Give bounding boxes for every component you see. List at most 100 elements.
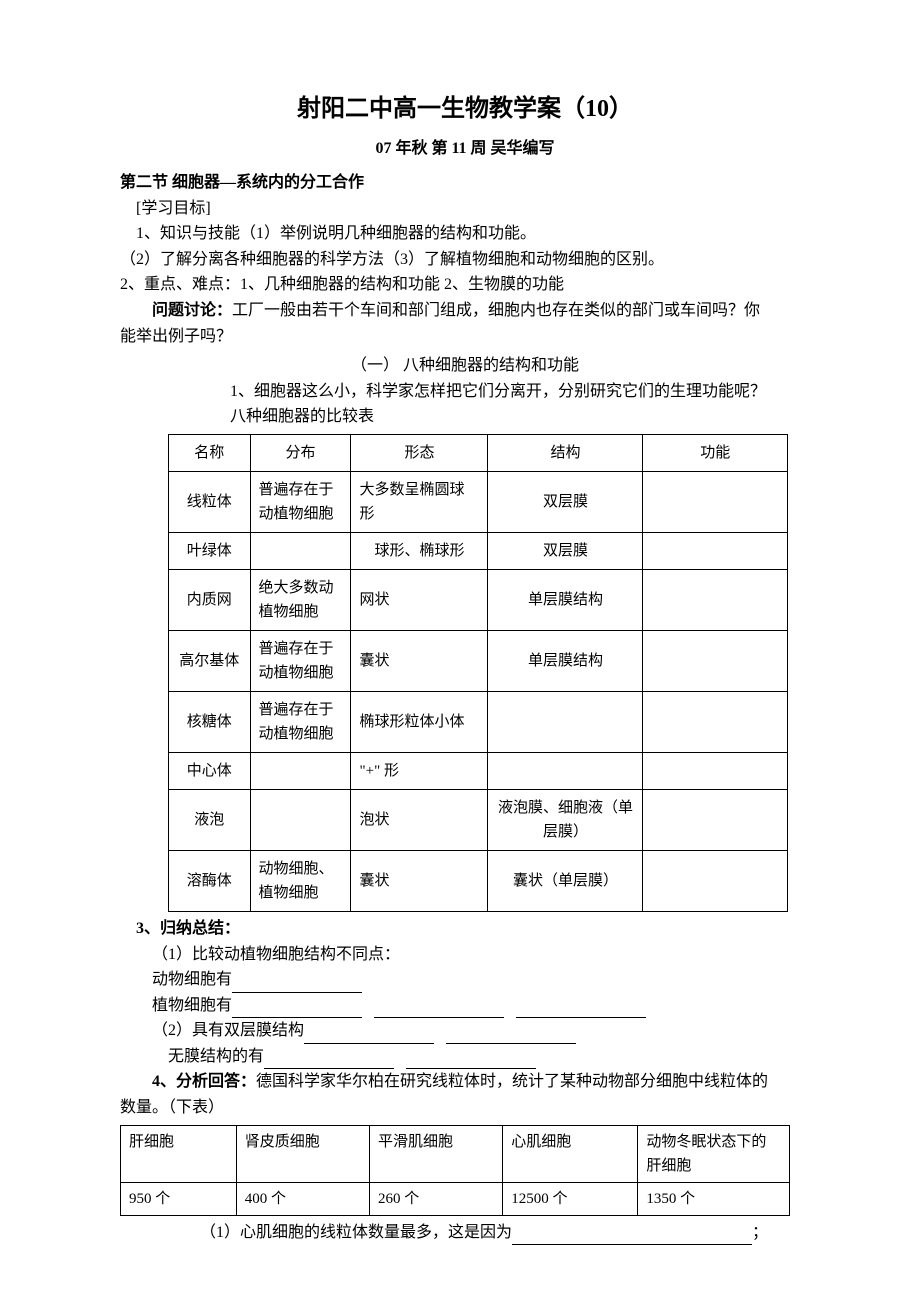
q4-1-text: （1）心肌细胞的线粒体数量最多，这是因为 [200,1224,512,1241]
discussion-label: 问题讨论： [152,302,232,319]
cell: 260 个 [370,1182,503,1215]
cell [250,789,351,850]
table-header: 分布 [250,434,351,471]
cell: 双层膜 [488,471,643,532]
cell: 400 个 [236,1182,369,1215]
cell [643,850,788,911]
cell: 平滑肌细胞 [370,1125,503,1182]
cell: 囊状 [351,630,488,691]
blank-field[interactable] [374,1001,504,1018]
punct: ； [752,1224,768,1241]
cell: 大多数呈椭圆球形 [351,471,488,532]
cell: 双层膜 [488,532,643,569]
blank-field[interactable] [232,976,362,993]
objective-line: 1、知识与技能（1）举例说明几种细胞器的结构和功能。 [120,221,810,247]
label: 无膜结构的有 [168,1048,264,1065]
cell: 囊状（单层膜） [488,850,643,911]
table-row: 肝细胞 肾皮质细胞 平滑肌细胞 心肌细胞 动物冬眠状态下的肝细胞 [121,1125,790,1182]
objectives-label: [学习目标] [120,196,810,222]
fill-blank-line: 动物细胞有 [120,967,810,993]
blank-field[interactable] [406,1052,536,1069]
cell: 溶酶体 [169,850,251,911]
cell [643,471,788,532]
cell: 普遍存在于动植物细胞 [250,471,351,532]
table-header: 名称 [169,434,251,471]
part-heading: （一） 八种细胞器的结构和功能 [120,353,810,379]
q4-text: 德国科学家华尔柏在研究线粒体时，统计了某种动物部分细胞中线粒体的 [256,1073,768,1090]
cell: 单层膜结构 [488,569,643,630]
cell: 线粒体 [169,471,251,532]
question-line: 1、细胞器这么小，科学家怎样把它们分离开，分别研究它们的生理功能呢？ [120,379,810,405]
cell: 核糖体 [169,691,251,752]
cell: 中心体 [169,752,251,789]
cell: "+" 形 [351,752,488,789]
table-row: 高尔基体 普遍存在于动植物细胞 囊状 单层膜结构 [169,630,788,691]
cell: 内质网 [169,569,251,630]
discussion-text: 工厂一般由若干个车间和部门组成，细胞内也存在类似的部门或车间吗？你 [232,302,760,319]
cell: 动物冬眠状态下的肝细胞 [638,1125,790,1182]
cell: 普遍存在于动植物细胞 [250,630,351,691]
table-header: 功能 [643,434,788,471]
table-row: 溶酶体 动物细胞、植物细胞 囊状 囊状（单层膜） [169,850,788,911]
table-row: 950 个 400 个 260 个 12500 个 1350 个 [121,1182,790,1215]
cell: 心肌细胞 [503,1125,638,1182]
fill-blank-line: （2）具有双层膜结构 [120,1018,810,1044]
objective-line: （2）了解分离各种细胞器的科学方法（3）了解植物细胞和动物细胞的区别。 [120,247,810,273]
cell: 叶绿体 [169,532,251,569]
cell [250,752,351,789]
cell [643,691,788,752]
section-heading: 第二节 细胞器—系统内的分工合作 [120,170,810,196]
cell [643,630,788,691]
table-row: 内质网 绝大多数动植物细胞 网状 单层膜结构 [169,569,788,630]
cell: 椭球形粒体小体 [351,691,488,752]
cell [643,752,788,789]
blank-field[interactable] [512,1228,752,1245]
question-4: 4、分析回答：德国科学家华尔柏在研究线粒体时，统计了某种动物部分细胞中线粒体的 [120,1069,810,1095]
cell: 12500 个 [503,1182,638,1215]
cell: 950 个 [121,1182,237,1215]
cell [250,532,351,569]
cell [643,569,788,630]
blank-field[interactable] [516,1001,646,1018]
label: 植物细胞有 [152,997,232,1014]
cell: 单层膜结构 [488,630,643,691]
organelle-table: 名称 分布 形态 结构 功能 线粒体 普遍存在于动植物细胞 大多数呈椭圆球形 双… [168,434,788,912]
document-title: 射阳二中高一生物教学案（10） [120,90,810,128]
cell: 液泡 [169,789,251,850]
table-row: 核糖体 普遍存在于动植物细胞 椭球形粒体小体 [169,691,788,752]
cell: 肝细胞 [121,1125,237,1182]
table-row: 叶绿体 球形、椭球形 双层膜 [169,532,788,569]
objective-line: 2、重点、难点：1、几种细胞器的结构和功能 2、生物膜的功能 [120,272,810,298]
summary-item: （1）比较动植物细胞结构不同点： [120,942,810,968]
cell: 普遍存在于动植物细胞 [250,691,351,752]
cell: 液泡膜、细胞液（单层膜） [488,789,643,850]
table-row: 中心体 "+" 形 [169,752,788,789]
blank-field[interactable] [264,1052,394,1069]
blank-field[interactable] [304,1027,434,1044]
table-header: 结构 [488,434,643,471]
cell: 球形、椭球形 [351,532,488,569]
blank-field[interactable] [446,1027,576,1044]
counts-table: 肝细胞 肾皮质细胞 平滑肌细胞 心肌细胞 动物冬眠状态下的肝细胞 950 个 4… [120,1125,790,1216]
table-row: 线粒体 普遍存在于动植物细胞 大多数呈椭圆球形 双层膜 [169,471,788,532]
label: 动物细胞有 [152,971,232,988]
cell: 泡状 [351,789,488,850]
summary-label: 3、归纳总结： [120,916,810,942]
cell [488,691,643,752]
q4-label: 4、分析回答： [152,1073,256,1090]
table-row: 液泡 泡状 液泡膜、细胞液（单层膜） [169,789,788,850]
cell: 动物细胞、植物细胞 [250,850,351,911]
discussion-block: 问题讨论：工厂一般由若干个车间和部门组成，细胞内也存在类似的部门或车间吗？你 [120,298,810,324]
cell [488,752,643,789]
blank-field[interactable] [232,1001,362,1018]
cell: 囊状 [351,850,488,911]
table-header: 形态 [351,434,488,471]
cell: 绝大多数动植物细胞 [250,569,351,630]
fill-blank-line: （1）心肌细胞的线粒体数量最多，这是因为 ； [120,1220,810,1246]
table-header-row: 名称 分布 形态 结构 功能 [169,434,788,471]
cell [643,789,788,850]
fill-blank-line: 植物细胞有 [120,993,810,1019]
label: （2）具有双层膜结构 [152,1022,304,1039]
cell: 网状 [351,569,488,630]
cell [643,532,788,569]
